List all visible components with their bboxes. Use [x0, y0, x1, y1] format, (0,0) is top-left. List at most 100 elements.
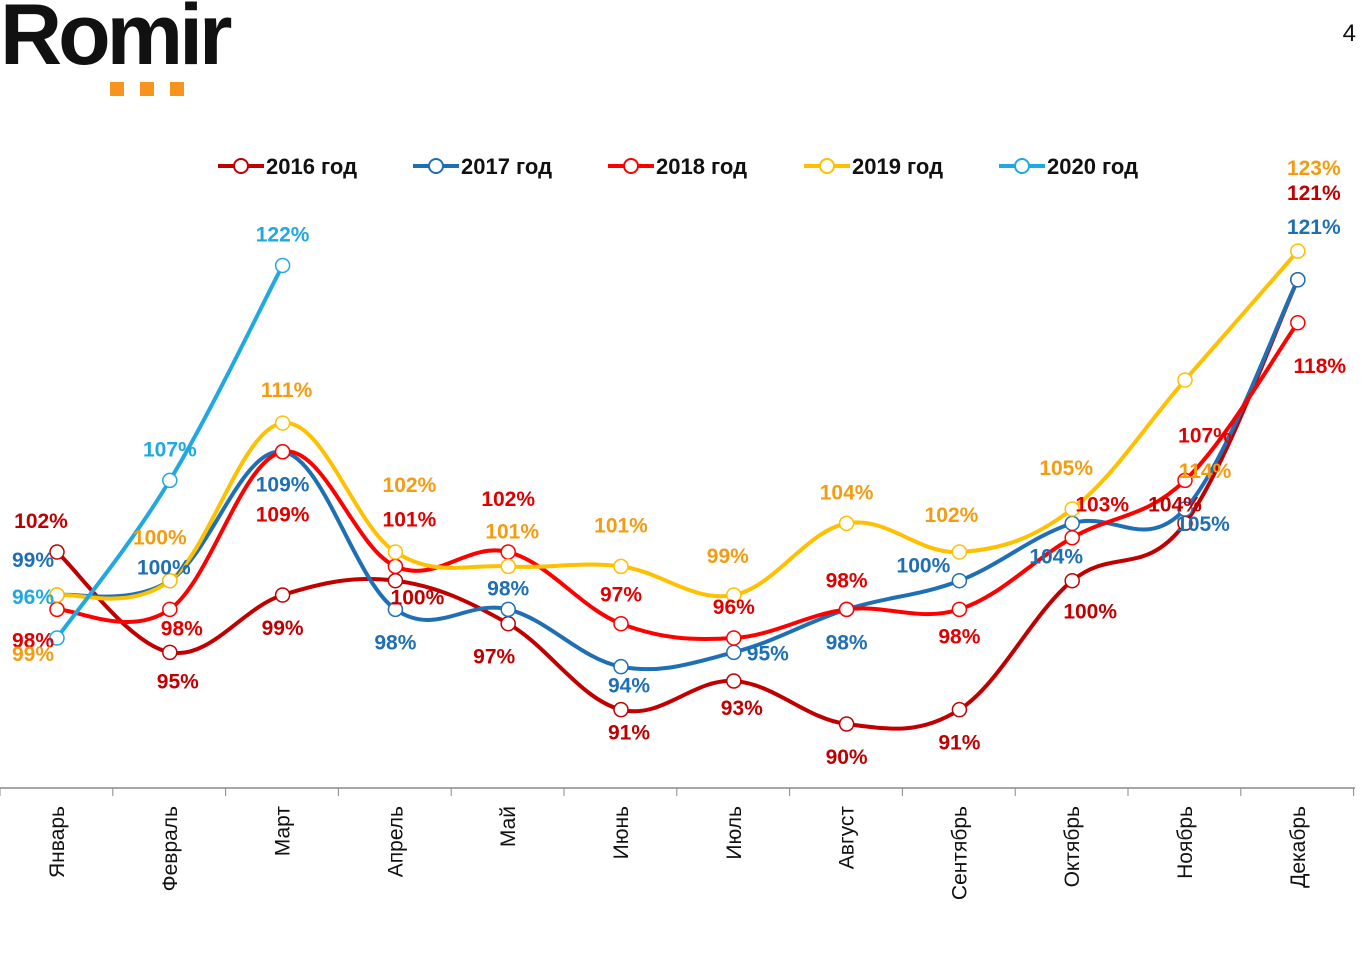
data-label: 96%	[713, 596, 755, 619]
data-label: 99%	[12, 643, 54, 666]
data-point	[838, 515, 855, 532]
legend-item: 2020 год	[999, 154, 1138, 179]
data-label: 114%	[1179, 460, 1232, 483]
data-point	[49, 544, 65, 560]
data-point	[162, 644, 178, 661]
data-point	[613, 701, 629, 718]
data-point	[1290, 243, 1306, 259]
x-tick-label: Июнь	[610, 806, 633, 859]
data-label: 121%	[1287, 216, 1341, 239]
legend-label: 2019 год	[852, 154, 943, 179]
series-line	[56, 278, 1300, 672]
data-point	[726, 644, 742, 661]
data-point	[500, 544, 516, 560]
data-point	[726, 587, 742, 603]
data-label: 98%	[938, 625, 980, 648]
data-point	[951, 544, 968, 560]
x-axis: Январь Февраль Март Апрель Май Июнь Июль Август…	[0, 787, 1355, 900]
data-point	[951, 601, 968, 618]
series-lines	[55, 249, 1300, 731]
data-point	[1290, 272, 1306, 288]
data-label: 98%	[487, 577, 529, 600]
data-point	[387, 544, 404, 560]
legend-item: 2017 год	[413, 154, 552, 179]
data-label: 123%	[1287, 157, 1341, 180]
page-number: 4	[1342, 20, 1356, 47]
legend-label: 2016 год	[266, 154, 357, 179]
series-points	[49, 243, 1306, 732]
data-point	[274, 257, 291, 274]
data-label: 100%	[1063, 601, 1117, 624]
logo-text: Romir	[0, 0, 232, 83]
legend-marker	[623, 158, 639, 174]
legend-item: 2016 год	[218, 154, 357, 179]
data-label: 100%	[133, 527, 187, 550]
data-point	[838, 601, 855, 618]
romir-logo: Romir	[0, 0, 232, 78]
data-label: 107%	[1178, 424, 1232, 447]
series-line	[55, 278, 1300, 731]
data-label: 118%	[1294, 355, 1347, 378]
data-point	[500, 558, 516, 575]
x-tick-label: Апрель	[384, 806, 407, 877]
data-label: 104%	[1029, 545, 1083, 568]
data-label: 91%	[938, 732, 980, 755]
data-point	[1064, 515, 1080, 532]
data-point	[1177, 501, 1193, 517]
legend: 2016 год 2017 год 2018 год 2019 год 2020 год	[218, 154, 1138, 179]
data-point	[613, 615, 629, 632]
data-label: 107%	[143, 438, 197, 461]
data-label: 111%	[261, 379, 313, 402]
data-label: 99%	[12, 549, 54, 572]
data-label: 100%	[391, 587, 445, 610]
data-point	[1064, 529, 1080, 546]
x-tick-label: Октябрь	[1061, 806, 1084, 887]
data-label: 103%	[1075, 494, 1129, 517]
data-point	[274, 587, 291, 603]
legend-label: 2017 год	[461, 154, 552, 179]
data-point	[387, 601, 404, 618]
data-point	[162, 601, 178, 618]
data-point	[951, 572, 968, 589]
data-point	[1290, 315, 1306, 331]
data-point	[613, 558, 629, 575]
data-label: 100%	[897, 555, 951, 578]
data-point	[838, 716, 855, 732]
data-point	[951, 701, 968, 718]
x-tick-label: Февраль	[159, 806, 182, 891]
data-labels: 102% 95% 99% 100% 97% 91% 93% 90% 91% 100% 104% 121…	[12, 157, 1346, 769]
data-point	[387, 572, 404, 589]
data-label: 90%	[826, 746, 868, 769]
data-label: 104%	[1148, 493, 1202, 516]
data-point	[726, 673, 742, 689]
data-label: 109%	[256, 474, 310, 497]
data-label: 104%	[820, 481, 874, 504]
data-point	[1177, 472, 1193, 489]
data-point	[274, 443, 291, 460]
legend-label: 2018 год	[656, 154, 747, 179]
data-label: 97%	[473, 646, 515, 669]
data-point	[613, 658, 629, 675]
data-label: 101%	[594, 514, 648, 537]
data-label: 93%	[721, 697, 763, 720]
data-label: 95%	[747, 642, 789, 665]
legend-marker	[428, 158, 444, 174]
data-label: 100%	[137, 557, 191, 580]
data-label: 102%	[925, 504, 979, 527]
data-label: 102%	[481, 488, 535, 511]
data-point	[274, 415, 291, 431]
data-label: 98%	[826, 631, 868, 654]
data-point	[500, 615, 516, 632]
x-tick-label: Сентябрь	[948, 806, 971, 900]
data-label: 102%	[383, 474, 437, 497]
x-tick-label: Январь	[46, 806, 69, 878]
data-label: 97%	[600, 584, 642, 607]
data-label: 102%	[14, 510, 68, 533]
data-label: 94%	[608, 675, 650, 698]
data-label: 98%	[374, 631, 416, 654]
data-label: 91%	[608, 722, 650, 745]
data-label: 98%	[12, 629, 54, 652]
data-label: 98%	[826, 569, 868, 592]
legend-label: 2020 год	[1047, 154, 1138, 179]
